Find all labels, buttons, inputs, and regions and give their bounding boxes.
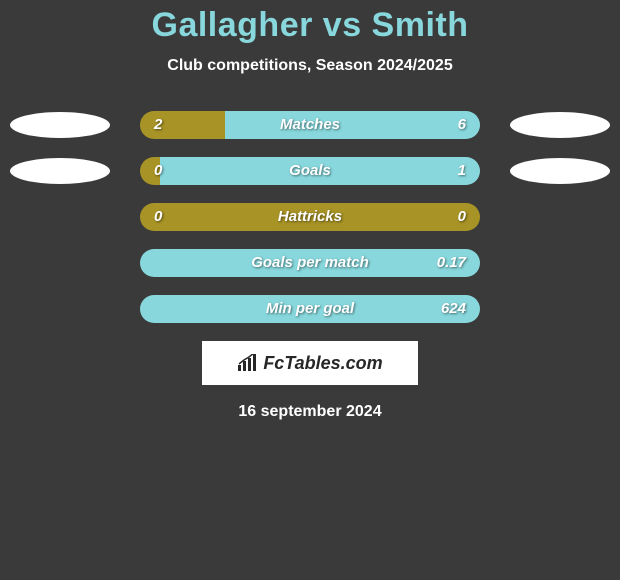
stat-metric-label: Min per goal <box>140 295 480 323</box>
player-left-badge <box>10 158 110 184</box>
stat-row: 0.17Goals per match <box>0 249 620 277</box>
stat-row: 00Hattricks <box>0 203 620 231</box>
fctables-logo: FcTables.com <box>237 353 382 374</box>
stats-rows-container: 26Matches 01Goals 00Hattricks 0.17Goals per… <box>0 111 620 323</box>
page-subtitle: Club competitions, Season 2024/2025 <box>0 57 620 75</box>
player-right-badge <box>510 112 610 138</box>
logo-box: FcTables.com <box>202 341 418 385</box>
stat-metric-label: Goals per match <box>140 249 480 277</box>
stat-metric-label: Goals <box>140 157 480 185</box>
player-left-badge <box>10 112 110 138</box>
logo-text: FcTables.com <box>263 353 382 374</box>
stat-row: 26Matches <box>0 111 620 139</box>
stat-row: 01Goals <box>0 157 620 185</box>
stat-metric-label: Matches <box>140 111 480 139</box>
bars-icon <box>237 354 259 372</box>
stat-metric-label: Hattricks <box>140 203 480 231</box>
player-right-badge <box>510 158 610 184</box>
page-title: Gallagher vs Smith <box>0 0 620 45</box>
footer-date: 16 september 2024 <box>0 403 620 421</box>
stat-row: 624Min per goal <box>0 295 620 323</box>
